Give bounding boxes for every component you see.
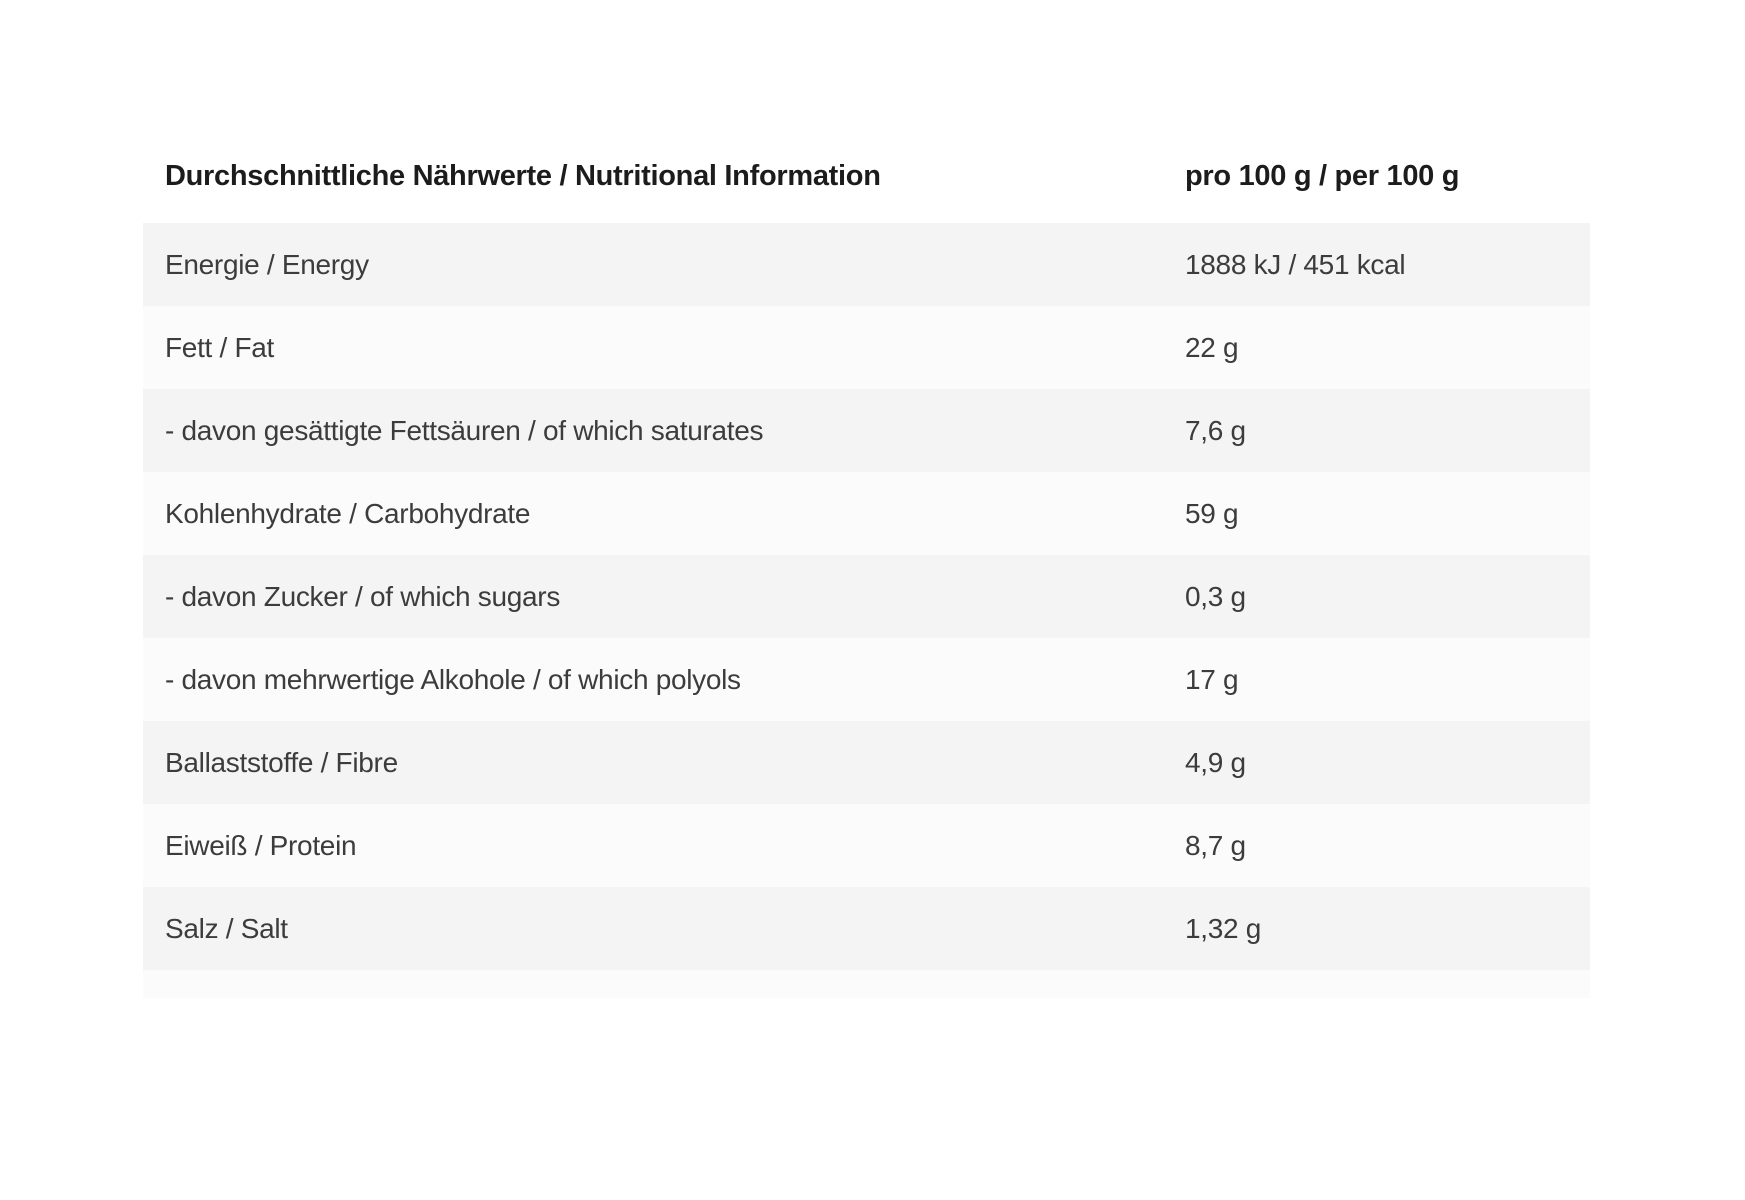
empty-table-row — [143, 970, 1590, 998]
nutrient-label: - davon Zucker / of which sugars — [165, 580, 561, 612]
nutrient-value: 59 g — [1185, 497, 1239, 529]
nutrient-label: Ballaststoffe / Fibre — [165, 746, 398, 778]
nutrient-value: 8,7 g — [1185, 829, 1246, 861]
nutrient-value: 7,6 g — [1185, 414, 1246, 446]
table-row: - davon mehrwertige Alkohole / of which … — [143, 638, 1590, 721]
table-row: Fett / Fat 22 g — [143, 306, 1590, 389]
nutrient-label: Fett / Fat — [165, 331, 275, 363]
nutrition-table: Durchschnittliche Nährwerte / Nutritiona… — [143, 130, 1590, 998]
nutrient-label: Energie / Energy — [165, 248, 369, 280]
table-row: Kohlenhydrate / Carbohydrate 59 g — [143, 472, 1590, 555]
nutrient-label: - davon mehrwertige Alkohole / of which … — [165, 663, 741, 695]
nutrient-value: 1888 kJ / 451 kcal — [1185, 248, 1406, 280]
nutrient-value: 22 g — [1185, 331, 1239, 363]
table-row: - davon Zucker / of which sugars 0,3 g — [143, 555, 1590, 638]
table-row: Ballaststoffe / Fibre 4,9 g — [143, 721, 1590, 804]
nutrition-table-body: Energie / Energy 1888 kJ / 451 kcal Fett… — [143, 223, 1590, 970]
table-row: Energie / Energy 1888 kJ / 451 kcal — [143, 223, 1590, 306]
nutrient-value: 1,32 g — [1185, 912, 1262, 944]
nutrition-table-header: Durchschnittliche Nährwerte / Nutritiona… — [143, 130, 1590, 223]
nutrient-label: - davon gesättigte Fettsäuren / of which… — [165, 414, 764, 446]
nutrient-value: 17 g — [1185, 663, 1239, 695]
nutrient-label: Eiweiß / Protein — [165, 829, 357, 861]
header-nutrient-column-title: Durchschnittliche Nährwerte / Nutritiona… — [165, 160, 881, 192]
nutrient-label: Kohlenhydrate / Carbohydrate — [165, 497, 531, 529]
nutrient-value: 4,9 g — [1185, 746, 1246, 778]
table-row: - davon gesättigte Fettsäuren / of which… — [143, 389, 1590, 472]
table-row: Eiweiß / Protein 8,7 g — [143, 804, 1590, 887]
nutrient-label: Salz / Salt — [165, 912, 288, 944]
header-per-100g-column-title: pro 100 g / per 100 g — [1185, 160, 1460, 192]
table-row: Salz / Salt 1,32 g — [143, 887, 1590, 970]
nutrient-value: 0,3 g — [1185, 580, 1246, 612]
